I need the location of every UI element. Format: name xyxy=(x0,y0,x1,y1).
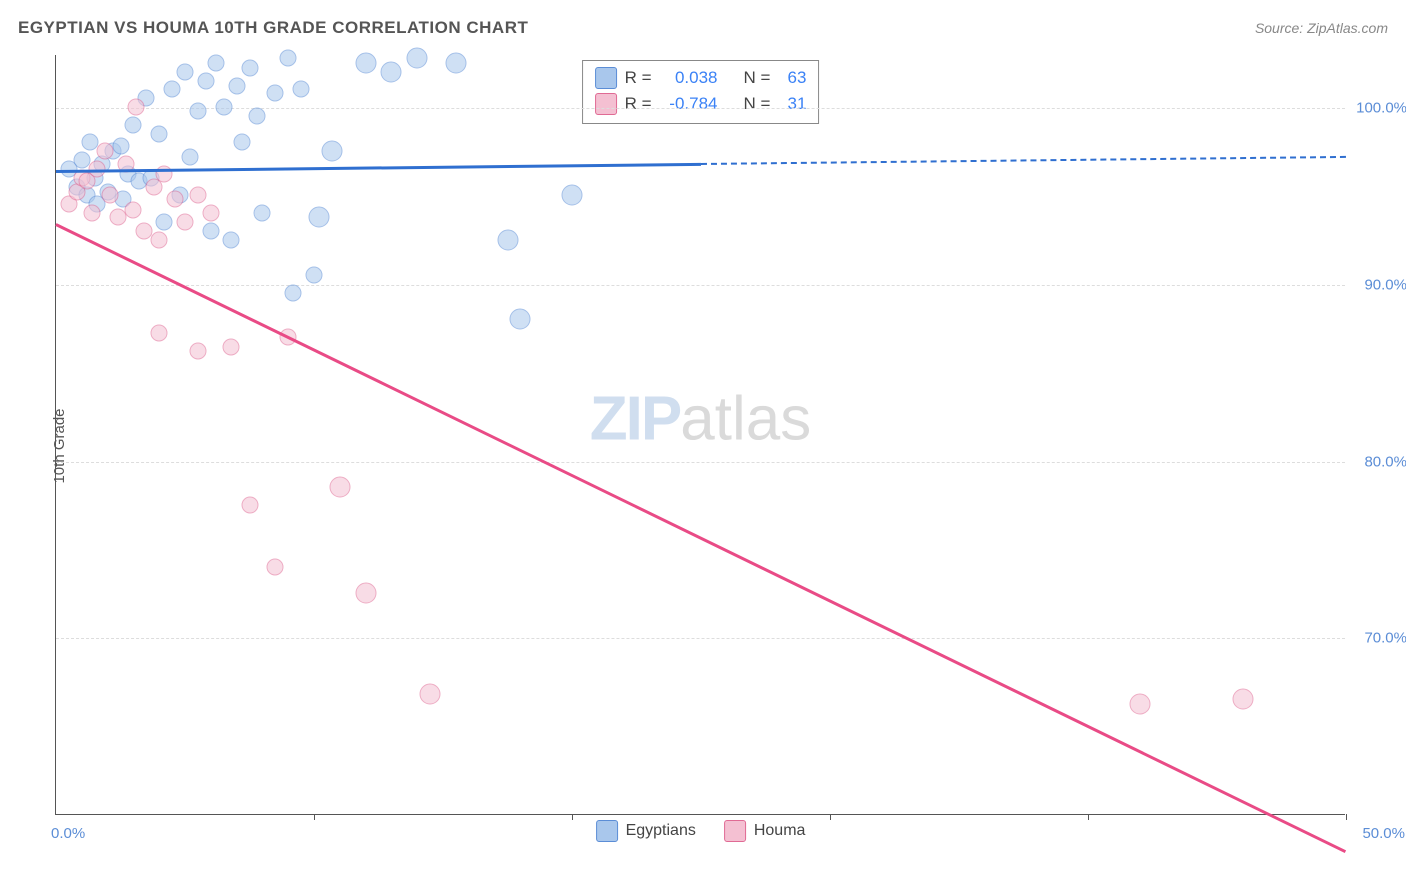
egyptians-point xyxy=(189,102,206,119)
legend-label: Egyptians xyxy=(626,822,696,840)
legend-item-houma: Houma xyxy=(724,820,806,842)
r-label: R = xyxy=(625,68,652,88)
y-tick-label: 70.0% xyxy=(1364,630,1406,647)
egyptians-trend-line xyxy=(701,156,1346,165)
x-tick xyxy=(1346,814,1347,820)
egyptians-point xyxy=(306,266,323,283)
houma-point xyxy=(241,496,258,513)
egyptians-point xyxy=(228,77,245,94)
egyptians-point xyxy=(249,107,266,124)
legend-item-egyptians: Egyptians xyxy=(596,820,696,842)
houma-point xyxy=(267,558,284,575)
x-tick-max: 50.0% xyxy=(1362,825,1405,842)
houma-point xyxy=(355,583,376,604)
houma-point xyxy=(166,190,183,207)
houma-point xyxy=(1232,689,1253,710)
egyptians-point xyxy=(254,205,271,222)
gridline xyxy=(56,638,1345,639)
egyptians-point xyxy=(233,134,250,151)
n-value: 63 xyxy=(778,68,806,88)
egyptians-point xyxy=(182,148,199,165)
houma-legend-swatch-icon xyxy=(724,820,746,842)
egyptians-point xyxy=(285,284,302,301)
r-label: R = xyxy=(625,94,652,114)
houma-point xyxy=(1129,694,1150,715)
egyptians-point xyxy=(112,137,129,154)
egyptians-point xyxy=(309,206,330,227)
houma-point xyxy=(189,187,206,204)
egyptians-point xyxy=(562,185,583,206)
egyptians-point xyxy=(241,60,258,77)
egyptians-point xyxy=(125,116,142,133)
egyptians-point xyxy=(207,54,224,71)
n-label: N = xyxy=(744,68,771,88)
y-tick-label: 100.0% xyxy=(1356,100,1406,117)
egyptians-swatch-icon xyxy=(595,67,617,89)
egyptians-point xyxy=(407,47,428,68)
stats-row-egyptians: R = 0.038 N = 63 xyxy=(595,65,807,91)
r-value: 0.038 xyxy=(660,68,718,88)
x-tick xyxy=(1088,814,1089,820)
houma-point xyxy=(135,222,152,239)
houma-point xyxy=(127,99,144,116)
chart-header: EGYPTIAN VS HOUMA 10TH GRADE CORRELATION… xyxy=(18,18,1388,38)
egyptians-point xyxy=(381,61,402,82)
egyptians-point xyxy=(151,125,168,142)
houma-point xyxy=(177,213,194,230)
houma-point xyxy=(189,342,206,359)
egyptians-trend-line xyxy=(56,163,701,173)
houma-point xyxy=(420,683,441,704)
egyptians-point xyxy=(267,84,284,101)
egyptians-point xyxy=(215,99,232,116)
chart-source: Source: ZipAtlas.com xyxy=(1255,20,1388,36)
egyptians-point xyxy=(322,141,343,162)
scatter-plot-area: ZIPatlas R =0.038N =63R =-0.784N =31 Egy… xyxy=(55,55,1345,815)
x-tick-min: 0.0% xyxy=(51,825,85,842)
egyptians-point xyxy=(202,222,219,239)
egyptians-point xyxy=(81,134,98,151)
egyptians-point xyxy=(73,152,90,169)
egyptians-point xyxy=(164,81,181,98)
stats-row-houma: R = -0.784 N = 31 xyxy=(595,91,807,117)
chart-title: EGYPTIAN VS HOUMA 10TH GRADE CORRELATION… xyxy=(18,18,528,38)
egyptians-point xyxy=(177,63,194,80)
x-tick xyxy=(830,814,831,820)
houma-point xyxy=(97,143,114,160)
houma-point xyxy=(151,231,168,248)
legend-label: Houma xyxy=(754,822,806,840)
houma-point xyxy=(84,205,101,222)
egyptians-point xyxy=(510,309,531,330)
x-tick xyxy=(572,814,573,820)
houma-swatch-icon xyxy=(595,93,617,115)
houma-point xyxy=(109,208,126,225)
correlation-stats-box: R = 0.038 N = 63 R = -0.784 N = 31 xyxy=(582,60,820,124)
egyptians-point xyxy=(293,81,310,98)
houma-point xyxy=(125,201,142,218)
n-value: 31 xyxy=(778,94,806,114)
egyptians-point xyxy=(223,231,240,248)
watermark: ZIPatlas xyxy=(590,384,811,455)
houma-trend-line xyxy=(55,223,1346,853)
egyptians-point xyxy=(197,72,214,89)
houma-point xyxy=(102,187,119,204)
egyptians-point xyxy=(445,52,466,73)
houma-point xyxy=(223,339,240,356)
gridline xyxy=(56,285,1345,286)
egyptians-legend-swatch-icon xyxy=(596,820,618,842)
gridline xyxy=(56,462,1345,463)
n-label: N = xyxy=(744,94,771,114)
egyptians-point xyxy=(280,49,297,66)
r-value: -0.784 xyxy=(660,94,718,114)
x-tick xyxy=(314,814,315,820)
egyptians-point xyxy=(355,52,376,73)
houma-point xyxy=(151,325,168,342)
egyptians-point xyxy=(156,213,173,230)
y-tick-label: 80.0% xyxy=(1364,453,1406,470)
egyptians-point xyxy=(497,229,518,250)
gridline xyxy=(56,108,1345,109)
y-tick-label: 90.0% xyxy=(1364,276,1406,293)
houma-point xyxy=(202,205,219,222)
houma-point xyxy=(329,477,350,498)
series-legend: Egyptians Houma xyxy=(596,820,806,842)
